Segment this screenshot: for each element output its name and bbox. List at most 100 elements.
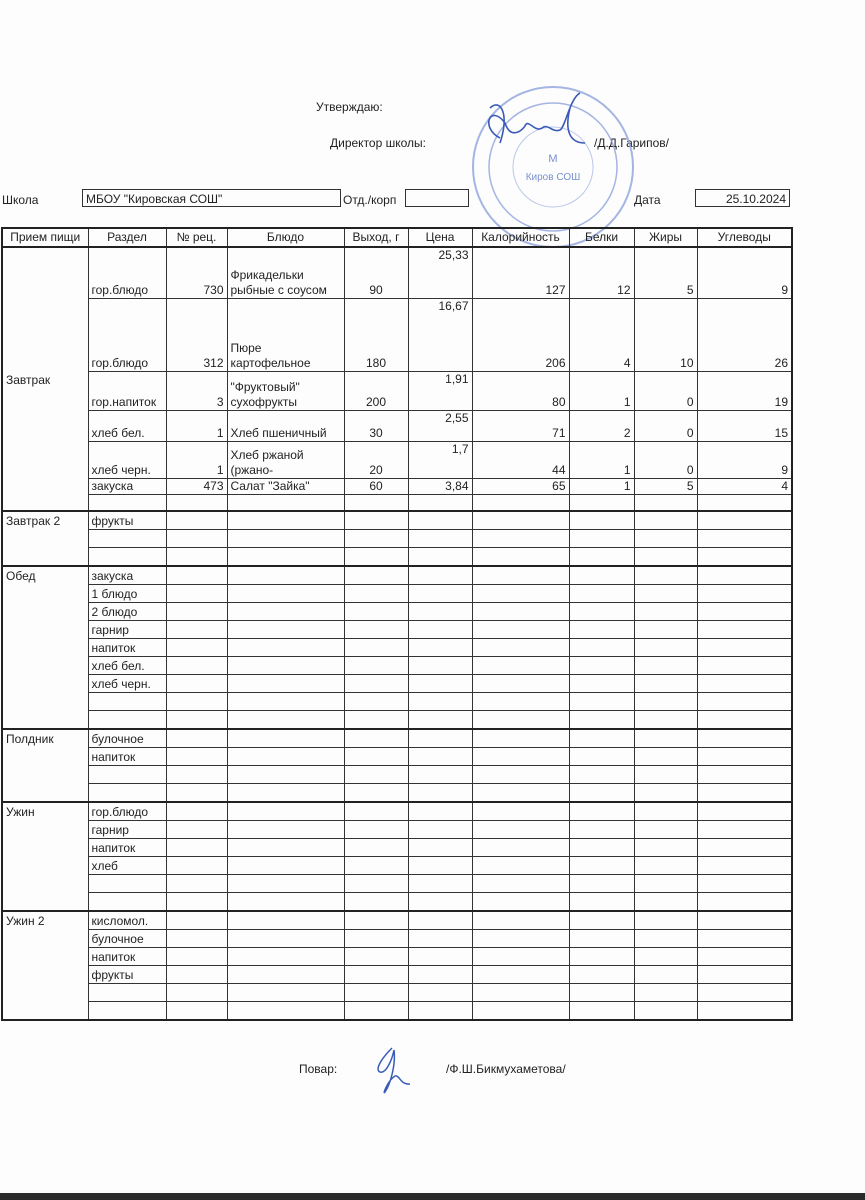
table-row: Ужин 2 кисломол. <box>1 910 793 1021</box>
table-row <box>2 494 793 512</box>
cell-recipe <box>165 584 228 603</box>
cell-carbs: 19 <box>696 371 793 411</box>
cell-section <box>87 892 167 912</box>
date-field[interactable]: 25.10.2024 <box>695 189 790 207</box>
cell-carbs <box>696 747 793 766</box>
cell-recipe <box>165 692 228 711</box>
cell-kcal <box>471 765 570 784</box>
cell-recipe: 3 <box>165 371 228 411</box>
cell-fat: 10 <box>633 298 698 372</box>
cell-yield <box>343 838 409 857</box>
cell-fat: 5 <box>633 246 698 299</box>
cell-protein <box>568 638 635 657</box>
cell-fat <box>633 510 698 530</box>
cell-fat <box>633 983 698 1002</box>
cell-carbs <box>696 892 793 912</box>
cell-dish <box>226 1001 345 1021</box>
table-row: булочное <box>2 929 793 948</box>
cell-section: кисломол. <box>87 910 167 930</box>
cell-price <box>407 801 473 821</box>
cell-price <box>407 783 473 803</box>
table-row: напиток <box>2 638 793 657</box>
cell-carbs <box>696 783 793 803</box>
cell-dish <box>226 838 345 857</box>
school-field[interactable]: МБОУ "Кировская СОШ" <box>82 189 341 207</box>
cell-yield <box>343 929 409 948</box>
cell-recipe: 1 <box>165 441 228 479</box>
cell-price <box>407 838 473 857</box>
cell-dish: Фрикадельки рыбные с соусом <box>226 246 345 299</box>
cell-fat <box>633 892 698 912</box>
table-row: напиток <box>2 838 793 857</box>
cell-carbs <box>696 620 793 639</box>
cell-dish <box>226 929 345 948</box>
cell-dish <box>226 529 345 548</box>
cell-protein: 1 <box>568 371 635 411</box>
cell-protein <box>568 747 635 766</box>
cell-recipe <box>165 547 228 567</box>
cell-protein <box>568 838 635 857</box>
cell-protein <box>568 983 635 1002</box>
cell-section: гор.блюдо <box>87 801 167 821</box>
cell-yield <box>343 638 409 657</box>
cell-carbs <box>696 529 793 548</box>
cell-price <box>407 710 473 730</box>
cell-fat: 0 <box>633 410 698 442</box>
cell-section: напиток <box>87 747 167 766</box>
cell-yield: 30 <box>343 410 409 442</box>
cell-protein <box>568 510 635 530</box>
cell-section <box>87 710 167 730</box>
cell-fat <box>633 820 698 839</box>
cell-fat <box>633 710 698 730</box>
cell-fat <box>633 910 698 930</box>
table-row: хлеб черн. <box>2 674 793 693</box>
cell-fat <box>633 783 698 803</box>
cell-yield <box>343 547 409 567</box>
cell-yield: 90 <box>343 246 409 299</box>
table-row: Завтрак гор.блюдо 730 Фрикадельки рыбные с … <box>1 246 793 512</box>
cell-dish <box>226 965 345 984</box>
cell-price <box>407 638 473 657</box>
cell-recipe <box>165 856 228 875</box>
cell-kcal: 127 <box>471 246 570 299</box>
cell-price <box>407 529 473 548</box>
cell-recipe <box>165 929 228 948</box>
table-header-row: Прием пищи Раздел № рец. Блюдо Выход, г Цена К… <box>1 227 793 248</box>
cell-dish <box>226 820 345 839</box>
cook-signature <box>377 1047 411 1094</box>
cell-dish <box>226 856 345 875</box>
director-signature <box>488 92 586 144</box>
table-row <box>2 692 793 711</box>
cell-price <box>407 747 473 766</box>
table-row: Завтрак 2 фрукты <box>1 510 793 567</box>
cell-price <box>407 892 473 912</box>
cell-carbs: 4 <box>696 478 793 495</box>
table-row: Полдник булочное <box>1 728 793 803</box>
cell-fat <box>633 1001 698 1021</box>
cell-yield <box>343 620 409 639</box>
cell-yield: 180 <box>343 298 409 372</box>
cell-section <box>87 874 167 893</box>
cell-price: 25,33 <box>407 246 473 299</box>
cell-carbs <box>696 638 793 657</box>
cell-carbs <box>696 965 793 984</box>
cell-price <box>407 656 473 675</box>
cell-carbs <box>696 656 793 675</box>
cell-yield <box>343 602 409 621</box>
dept-field[interactable] <box>405 189 469 207</box>
cell-yield <box>343 510 409 530</box>
cell-fat <box>633 529 698 548</box>
cell-dish <box>226 910 345 930</box>
cell-recipe <box>165 510 228 530</box>
cell-dish <box>226 747 345 766</box>
cell-protein <box>568 910 635 930</box>
table-row <box>2 547 793 567</box>
cell-yield <box>343 965 409 984</box>
cell-dish <box>226 638 345 657</box>
cell-fat <box>633 874 698 893</box>
table-row: гор.напиток 3 "Фруктовый" сухофрукты 200 1,9… <box>2 371 793 411</box>
cell-price <box>407 820 473 839</box>
cell-kcal <box>471 1001 570 1021</box>
cell-recipe: 730 <box>165 246 228 299</box>
cell-yield <box>343 747 409 766</box>
